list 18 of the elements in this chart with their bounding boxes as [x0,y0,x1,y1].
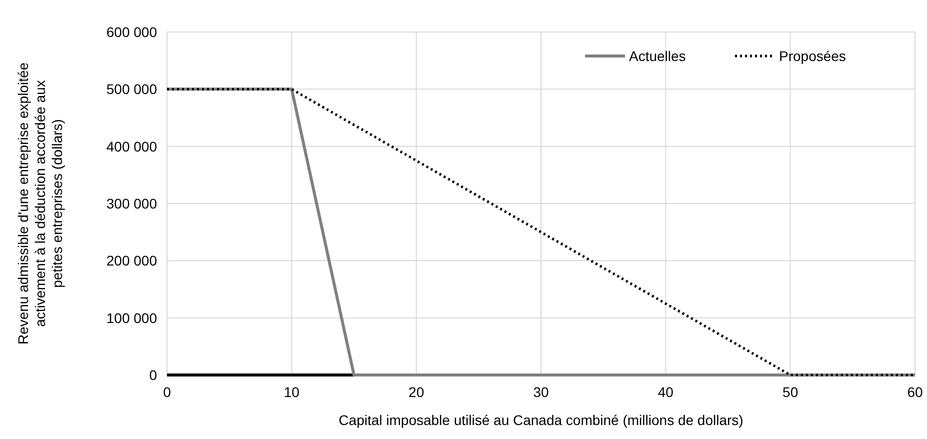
x-tick-label: 30 [533,384,549,400]
y-tick-label: 200 000 [106,252,158,269]
y-tick-label: 0 [149,367,158,383]
x-tick-label: 40 [658,384,674,400]
legend-label: Proposées [779,48,846,64]
y-tick-label: 600 000 [106,24,158,40]
x-tick-label: 0 [163,384,172,400]
y-tick-label: 500 000 [106,81,158,98]
x-tick-label: 10 [284,384,300,400]
x-axis-title: Capital imposable utilisé au Canada combiné (millions de dollars) [338,412,744,428]
legend-label: Actuelles [629,48,686,64]
y-tick-label: 400 000 [106,138,158,154]
y-tick-label: 100 000 [106,310,158,326]
y-tick-label: 300 000 [106,196,158,212]
x-tick-label: 20 [408,384,424,400]
x-tick-label: 60 [907,384,923,400]
y-axis-title: Revenu admissible d'une entreprise exploitée activement à la déduction accordée aux petites entreprises (dollars) [15,62,65,345]
x-tick-label: 50 [782,384,798,400]
